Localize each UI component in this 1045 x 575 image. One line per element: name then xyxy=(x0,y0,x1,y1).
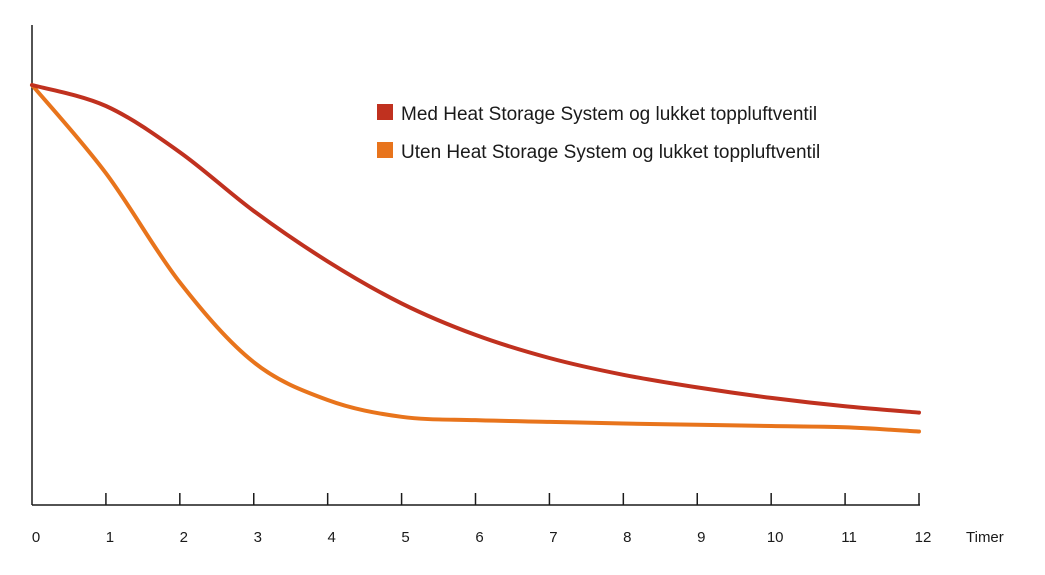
legend: Med Heat Storage System og lukket topplu… xyxy=(377,104,820,163)
x-tick-label: 5 xyxy=(401,529,409,546)
x-tick-label: 9 xyxy=(697,529,705,546)
legend-swatch xyxy=(377,142,393,158)
legend-label: Med Heat Storage System og lukket topplu… xyxy=(401,104,817,125)
x-tick-label: 3 xyxy=(254,529,262,546)
x-tick-label: 12 xyxy=(915,529,932,546)
x-tick-label: 7 xyxy=(549,529,557,546)
x-axis-ticks xyxy=(105,493,920,505)
x-tick-label: 6 xyxy=(475,529,483,546)
x-tick-label: 10 xyxy=(767,529,784,546)
x-tick-label: 1 xyxy=(106,529,114,546)
x-axis-label: Timer xyxy=(966,529,1004,546)
x-tick-label: 2 xyxy=(180,529,188,546)
x-tick-label: 11 xyxy=(841,529,857,546)
legend-swatch xyxy=(377,104,393,120)
legend-label: Uten Heat Storage System og lukket toppl… xyxy=(401,142,820,163)
x-axis-tick-labels: 0 1 2 3 4 5 6 7 8 9 10 11 12 xyxy=(32,529,932,546)
series-line xyxy=(30,83,921,415)
x-tick-label: 4 xyxy=(327,529,335,546)
series-line xyxy=(30,83,921,434)
series-lines xyxy=(30,83,921,434)
x-tick-label: 8 xyxy=(623,529,631,546)
x-tick-label: 0 xyxy=(32,529,40,546)
